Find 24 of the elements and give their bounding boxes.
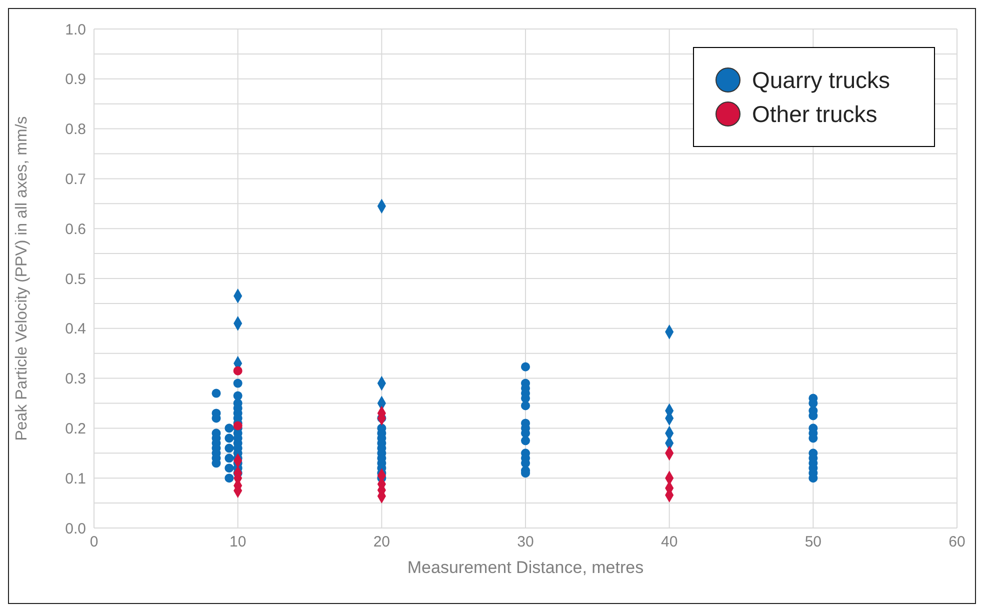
y-tick-label: 0.3 <box>65 370 86 388</box>
y-tick-label: 0.4 <box>65 320 86 338</box>
y-tick-label: 0.0 <box>65 520 86 538</box>
y-tick-label: 0.8 <box>65 121 86 138</box>
point <box>233 421 242 430</box>
x-tick-label: 30 <box>517 534 534 551</box>
x-tick-label: 10 <box>229 534 246 551</box>
x-axis-title: Measurement Distance, metres <box>407 558 644 577</box>
legend-label: Quarry trucks <box>752 66 890 94</box>
y-axis-title: Peak Particle Velocity (PPV) in all axes, mm/s <box>14 116 31 441</box>
x-tick-label: 60 <box>948 534 966 551</box>
y-tick-label: 0.5 <box>65 270 86 288</box>
y-tick-label: 0.1 <box>65 470 86 488</box>
legend-label: Other trucks <box>752 100 878 128</box>
x-tick-label: 20 <box>373 534 390 551</box>
x-tick-label: 40 <box>660 534 678 551</box>
y-tick-label: 1.0 <box>65 21 86 38</box>
y-tick-label: 0.2 <box>65 420 86 438</box>
x-tick-label: 0 <box>90 534 98 551</box>
y-tick-label: 0.6 <box>65 220 86 238</box>
x-tick-label: 50 <box>804 534 822 551</box>
y-tick-label: 0.7 <box>65 171 86 188</box>
point <box>233 366 242 376</box>
y-tick-label: 0.9 <box>65 71 86 88</box>
